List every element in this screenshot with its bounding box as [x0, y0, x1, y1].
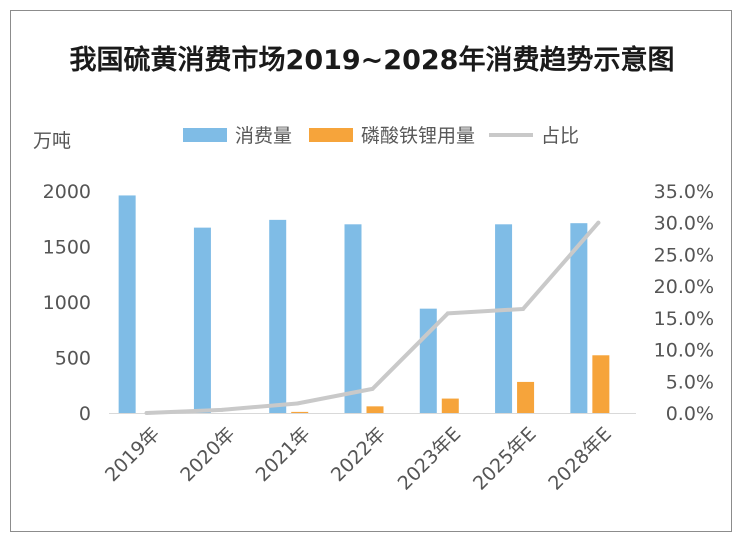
- x-tick-label-6: 2028年E: [544, 423, 616, 495]
- bar-consumption-6: [570, 223, 588, 413]
- bar-consumption-3: [344, 224, 362, 413]
- x-tick-label-1: 2020年: [176, 423, 239, 486]
- right-tick-label-5: 25.0%: [654, 244, 714, 266]
- right-tick-label-1: 5.0%: [666, 371, 714, 393]
- legend-swatch-lfp: [309, 128, 353, 142]
- bars: [118, 195, 610, 413]
- x-tick-label-5: 2025年E: [469, 423, 541, 495]
- right-tick-label-4: 20.0%: [654, 276, 714, 298]
- chart-svg: 我国硫黄消费市场2019~2028年消费趋势示意图 消费量 磷酸铁锂用量 占比 …: [33, 44, 714, 495]
- share-line: [144, 220, 601, 415]
- right-tick-label-0: 0.0%: [666, 403, 714, 425]
- share-point-1: [219, 407, 224, 412]
- legend: 消费量 磷酸铁锂用量 占比: [183, 125, 579, 147]
- bar-consumption-1: [193, 227, 211, 413]
- share-point-6: [596, 220, 601, 225]
- chart-title: 我国硫黄消费市场2019~2028年消费趋势示意图: [70, 44, 675, 76]
- bar-lfp-4: [441, 398, 459, 413]
- legend-label-consumption: 消费量: [235, 125, 292, 147]
- right-tick-label-3: 15.0%: [654, 308, 714, 330]
- x-tick-label-4: 2023年E: [394, 423, 466, 495]
- x-tick-label-3: 2022年: [327, 423, 390, 486]
- chart-frame: 我国硫黄消费市场2019~2028年消费趋势示意图 消费量 磷酸铁锂用量 占比 …: [10, 10, 732, 532]
- right-tick-label-2: 10.0%: [654, 340, 714, 362]
- x-axis-labels: 2019年 2020年 2021年 2022年 2023年E 2025年E 2028年E: [101, 423, 616, 495]
- bar-consumption-0: [118, 195, 136, 413]
- right-axis: 0.0% 5.0% 10.0% 15.0% 20.0% 25.0% 30.0% 35.0%: [654, 181, 714, 425]
- left-tick-label-3: 1500: [43, 237, 91, 259]
- share-point-3: [370, 386, 375, 391]
- left-tick-label-2: 1000: [43, 292, 91, 314]
- right-tick-label-7: 35.0%: [654, 181, 714, 203]
- bar-consumption-2: [269, 219, 287, 413]
- bar-lfp-3: [366, 406, 384, 413]
- share-point-5: [521, 306, 526, 311]
- right-tick-label-6: 30.0%: [654, 213, 714, 235]
- share-point-2: [295, 401, 300, 406]
- y-axis-unit: 万吨: [33, 130, 71, 152]
- legend-label-lfp: 磷酸铁锂用量: [361, 125, 475, 147]
- share-point-0: [144, 411, 149, 415]
- bar-consumption-5: [495, 224, 513, 413]
- legend-label-share: 占比: [541, 125, 579, 147]
- left-tick-label-0: 0: [79, 403, 91, 425]
- bar-lfp-2: [291, 411, 309, 413]
- left-tick-label-1: 500: [55, 348, 91, 370]
- legend-swatch-consumption: [183, 128, 227, 142]
- bar-lfp-6: [592, 355, 610, 413]
- x-tick-label-0: 2019年: [101, 423, 164, 486]
- share-point-4: [445, 311, 450, 316]
- left-axis: 0 500 1000 1500 2000: [43, 181, 91, 425]
- bar-lfp-5: [517, 381, 535, 413]
- x-tick-label-2: 2021年: [252, 423, 315, 486]
- left-tick-label-4: 2000: [43, 181, 91, 203]
